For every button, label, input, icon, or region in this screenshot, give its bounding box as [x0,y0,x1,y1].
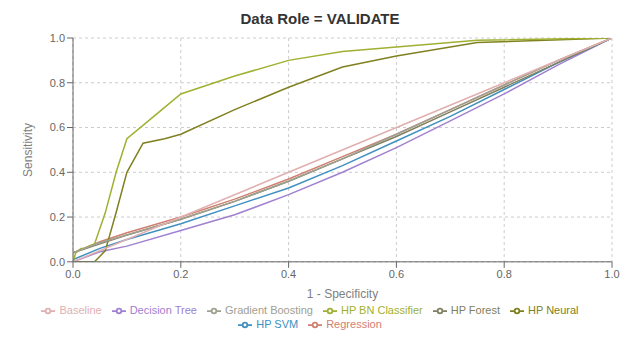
svg-text:0.2: 0.2 [50,211,65,223]
svg-text:0.4: 0.4 [281,268,296,280]
html-text:HP BN Classifier: HP BN Classifier [341,303,423,316]
html-text:Decision Tree: Decision Tree [129,303,197,316]
html-text:HP SVM: HP SVM [256,317,299,330]
svg-text:1.0: 1.0 [50,32,65,44]
html-text:Data Role = VALIDATE: Data Role = VALIDATE [240,10,400,27]
html-text:Regression: Regression [326,317,382,330]
html-text:HP Forest: HP Forest [450,303,500,316]
svg-text:0.0: 0.0 [65,268,80,280]
svg-text:0.8: 0.8 [50,77,65,89]
html-text:HP Neural: HP Neural [528,303,579,316]
svg-text:0.6: 0.6 [389,268,404,280]
svg-text:1.0: 1.0 [604,268,619,280]
svg-text:0.2: 0.2 [173,268,188,280]
html-text:Baseline: Baseline [59,303,102,316]
svg-text:0.6: 0.6 [50,121,65,133]
svg-text:0.4: 0.4 [50,166,65,178]
svg-text:1 - Specificity: 1 - Specificity [307,287,378,301]
html-text:Gradient Boosting: Gradient Boosting [224,303,313,316]
svg-text:0.8: 0.8 [497,268,512,280]
svg-text:Sensitivity: Sensitivity [21,123,35,177]
svg-text:0.0: 0.0 [50,256,65,268]
